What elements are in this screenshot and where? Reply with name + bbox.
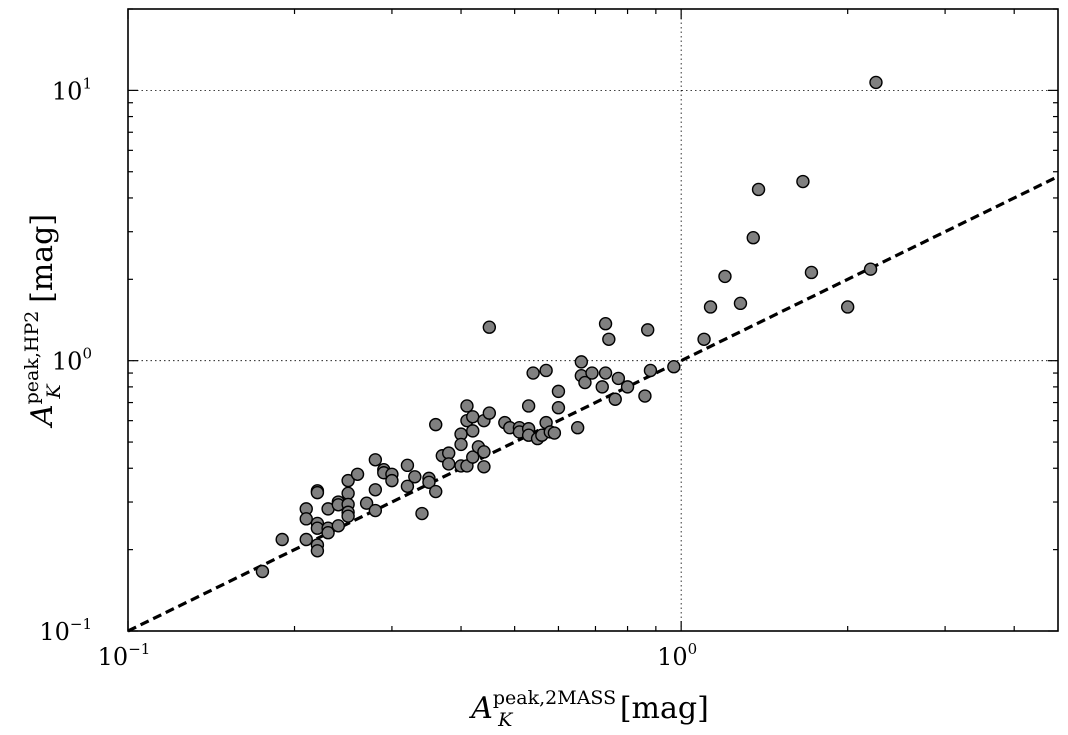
x-axis-label: Apeak,2MASS K [mag] [468,687,709,731]
data-point [422,475,436,489]
x-axis-label-base: A [468,691,493,726]
reference-line [127,175,1059,633]
data-point [310,485,325,500]
data-point [341,509,355,523]
data-point [299,532,313,547]
point-layer [255,75,883,579]
data-point [620,380,635,394]
data-point [643,363,658,378]
data-point [255,564,270,579]
data-point [602,332,616,346]
data-point [454,437,468,452]
grid-layer [128,9,1058,631]
data-point [570,421,585,435]
data-point [299,512,313,526]
tick-layer [127,8,1058,632]
data-point [611,371,626,386]
data-point [350,467,365,481]
data-point [466,424,480,438]
data-point [331,519,346,533]
x-axis-label-unit: [mag] [610,691,708,726]
data-point [368,483,383,497]
data-point [751,182,766,197]
data-point [477,460,491,474]
data-point [466,410,480,424]
y-tick-label: 10−1 [39,615,92,646]
data-point [733,296,748,311]
reference-line-layer [127,175,1059,633]
data-point [638,389,652,403]
data-point [400,458,415,473]
data-point [526,366,540,380]
y-tick-label: 100 [52,345,92,376]
data-point [697,332,711,346]
data-point [341,473,355,488]
data-point [385,473,399,488]
tick-label-layer: 10−1 100 10−1 100 101 [39,74,697,671]
data-point [585,366,599,380]
data-point [746,231,760,245]
y-axis-label-sup: peak,HP2 [21,311,43,405]
data-point [310,544,325,558]
data-point [321,526,335,540]
y-axis-label-sub: K [43,383,65,400]
data-point [408,470,422,484]
data-point [840,300,855,314]
data-point [442,457,456,471]
data-point [551,401,566,415]
data-point [400,479,415,494]
data-point [341,486,355,501]
data-point [521,399,536,413]
data-point [466,450,480,464]
data-point [608,392,622,406]
data-point [598,317,613,331]
data-point [429,417,443,432]
data-point [359,496,374,510]
data-point [482,320,497,334]
data-point [429,484,443,499]
data-point [539,363,553,378]
y-axis-label: Apeak,HP2K [mag] [21,214,65,429]
data-point [415,506,429,521]
data-point [703,300,718,314]
y-axis-label-unit: [mag] [25,214,60,312]
data-point [477,445,491,459]
data-point [368,503,383,518]
data-point [578,375,592,390]
y-tick-label: 101 [52,74,92,105]
data-point [863,262,878,276]
data-point [796,174,810,189]
data-point [667,360,681,374]
data-point [551,384,566,399]
data-point [869,75,883,90]
data-point [718,269,732,284]
data-point [598,366,613,380]
data-point [275,532,289,547]
x-tick-label: 10−1 [98,640,151,671]
data-point [641,323,655,337]
data-point [482,406,497,420]
data-point [804,265,819,280]
data-point [547,426,562,440]
x-tick-label: 100 [657,640,697,671]
data-point [574,355,589,369]
x-axis-label-sub: K [497,709,514,731]
plot-frame [127,8,1059,632]
y-axis-label-base: A [25,404,60,429]
data-point [460,399,474,413]
data-point [368,453,383,467]
x-axis-label-sup: peak,2MASS [493,687,616,709]
data-point [595,380,609,394]
